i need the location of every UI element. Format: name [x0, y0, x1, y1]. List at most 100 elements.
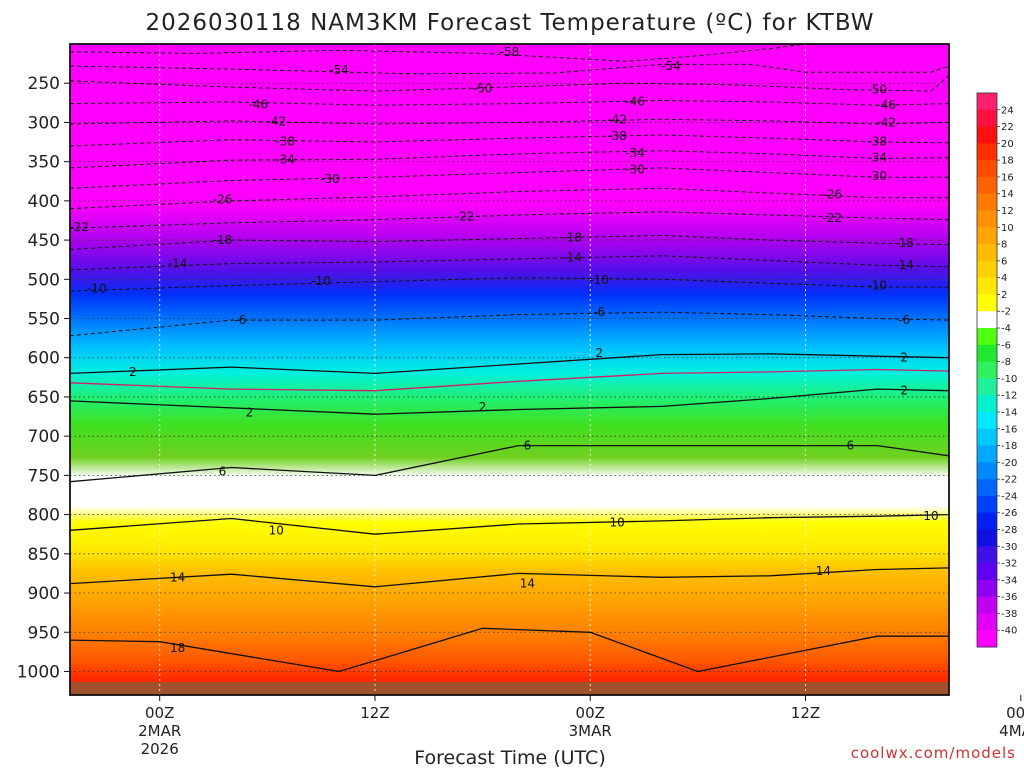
isotherm-label: -14 — [894, 258, 914, 272]
colorbar-label: -4 — [1001, 324, 1011, 335]
isotherm-label: -26 — [213, 192, 233, 206]
isotherm-label: -34 — [275, 152, 295, 166]
colorbar-label: 24 — [1001, 105, 1014, 116]
y-tick-label: 650 — [28, 388, 60, 408]
colorbar-swatch — [977, 462, 997, 480]
y-tick-label: 500 — [28, 270, 60, 290]
temperature-field — [70, 44, 949, 695]
isotherm-label: 14 — [170, 570, 185, 584]
isotherm-label: 2 — [246, 406, 254, 420]
isotherm-label: 6 — [524, 439, 532, 453]
isotherm-label: -30 — [625, 162, 645, 176]
isotherm-label: -34 — [625, 146, 645, 160]
isotherm-label: -42 — [876, 115, 896, 129]
x-tick-label: 2026 — [141, 740, 179, 758]
isotherm-label: 10 — [609, 515, 624, 529]
plot-frame — [69, 43, 950, 696]
y-tick-label: 900 — [28, 584, 60, 604]
isotherm-line — [70, 75, 949, 92]
x-tick-label: 3MAR — [569, 722, 612, 740]
colorbar-swatch — [977, 277, 997, 295]
isotherm-label: 14 — [816, 564, 831, 578]
colorbar-label: 2 — [1001, 290, 1007, 301]
isotherm-label: -10 — [589, 273, 609, 287]
ground-surface — [70, 682, 949, 695]
colorbar-swatch — [977, 109, 997, 128]
isotherm-labels: -58 -54 -54 -50 -50 -46 -46 -46 -42 -42 -42 -38 -38 -… — [70, 45, 939, 655]
colorbar-label: 4 — [1001, 273, 1007, 284]
isotherm-label: -30 — [867, 169, 887, 183]
colorbar-label: -32 — [1001, 559, 1017, 570]
y-tick-label: 950 — [28, 623, 60, 643]
x-axis-label: Forecast Time (UTC) — [414, 747, 605, 768]
isotherm-label: -14 — [168, 257, 188, 271]
y-tick-label: 1000 — [17, 662, 60, 682]
isotherm-label: -10 — [867, 279, 887, 293]
isotherm-label: -10 — [87, 282, 107, 296]
isotherm-label: 2 — [900, 384, 908, 398]
isotherm-line — [70, 368, 949, 392]
colorbar-swatch — [977, 93, 997, 111]
isotherm-label: 6 — [847, 439, 855, 453]
isotherm-line — [70, 187, 949, 210]
colorbar-label: 18 — [1001, 156, 1014, 167]
isotherm-label: 2 — [900, 351, 908, 365]
y-tick-label: 800 — [28, 506, 60, 526]
isotherm-label: -50 — [473, 82, 493, 96]
isotherm-label: -50 — [867, 82, 887, 96]
colorbar-label: -12 — [1001, 391, 1017, 402]
isotherm-label: 10 — [923, 509, 938, 523]
isotherm-line — [70, 353, 949, 375]
isotherm-line — [70, 211, 949, 229]
isotherm-label: 2 — [129, 365, 137, 379]
credit-link[interactable]: coolwx.com/models — [851, 744, 1016, 762]
chart-title: 2026030118 NAM3KM Forecast Temperature (… — [145, 10, 874, 36]
colorbar-label: -22 — [1001, 475, 1017, 486]
isotherm-line — [70, 167, 949, 189]
colorbar-label: 12 — [1001, 206, 1014, 217]
colorbar-swatch — [977, 596, 997, 614]
colorbar-swatch — [977, 411, 997, 430]
isotherm-line — [70, 134, 949, 147]
y-tick-label: 550 — [28, 310, 60, 330]
colorbar-label: -24 — [1001, 491, 1017, 502]
x-tick-label: 12Z — [791, 704, 820, 722]
x-tick-label: 00Z — [145, 704, 174, 722]
colorbar-label: -6 — [1001, 340, 1011, 351]
isotherm-label: -38 — [607, 129, 627, 143]
isotherm-line — [70, 150, 949, 169]
colorbar-swatch — [977, 344, 997, 363]
isotherm-line — [70, 255, 949, 271]
y-tick-label: 400 — [28, 192, 60, 212]
x-tick-label: 12Z — [360, 704, 389, 722]
isotherm-label: -54 — [329, 63, 349, 77]
colorbar: 24 22 20 18 16 14 12 10 8 6 4 2 -2 -4 -6 -8 -10 -12 -14 -16… — [976, 92, 1017, 648]
colorbar-swatch — [977, 428, 997, 447]
x-axis-ticks: 00Z2MAR202612Z00Z3MAR12Z00Z4MAR — [138, 695, 1024, 758]
isotherm-line — [70, 388, 949, 415]
colorbar-swatch — [977, 361, 997, 379]
y-tick-label: 350 — [28, 153, 60, 173]
isotherm-label: -34 — [867, 151, 887, 165]
y-tick-label: 600 — [28, 349, 60, 369]
isotherm-label: -26 — [823, 188, 843, 202]
isotherm-label: -46 — [249, 97, 269, 111]
colorbar-swatch — [977, 378, 997, 396]
colorbar-swatch — [977, 126, 997, 144]
isotherm-label: -46 — [625, 94, 645, 108]
isotherm-line — [70, 234, 949, 250]
isotherm-line — [70, 118, 949, 125]
colorbar-swatch — [977, 244, 997, 262]
colorbar-label: -16 — [1001, 424, 1017, 435]
colorbar-label: -2 — [1001, 307, 1011, 318]
colorbar-swatch — [977, 160, 997, 178]
y-tick-label: 250 — [28, 74, 60, 94]
colorbar-swatch — [977, 529, 997, 547]
colorbar-frame — [976, 92, 998, 648]
isotherm-label: -10 — [311, 274, 331, 288]
colorbar-swatch — [977, 495, 997, 514]
isotherm-line — [70, 513, 949, 535]
isotherm-label: -18 — [562, 231, 582, 245]
colorbar-swatch — [977, 512, 997, 530]
